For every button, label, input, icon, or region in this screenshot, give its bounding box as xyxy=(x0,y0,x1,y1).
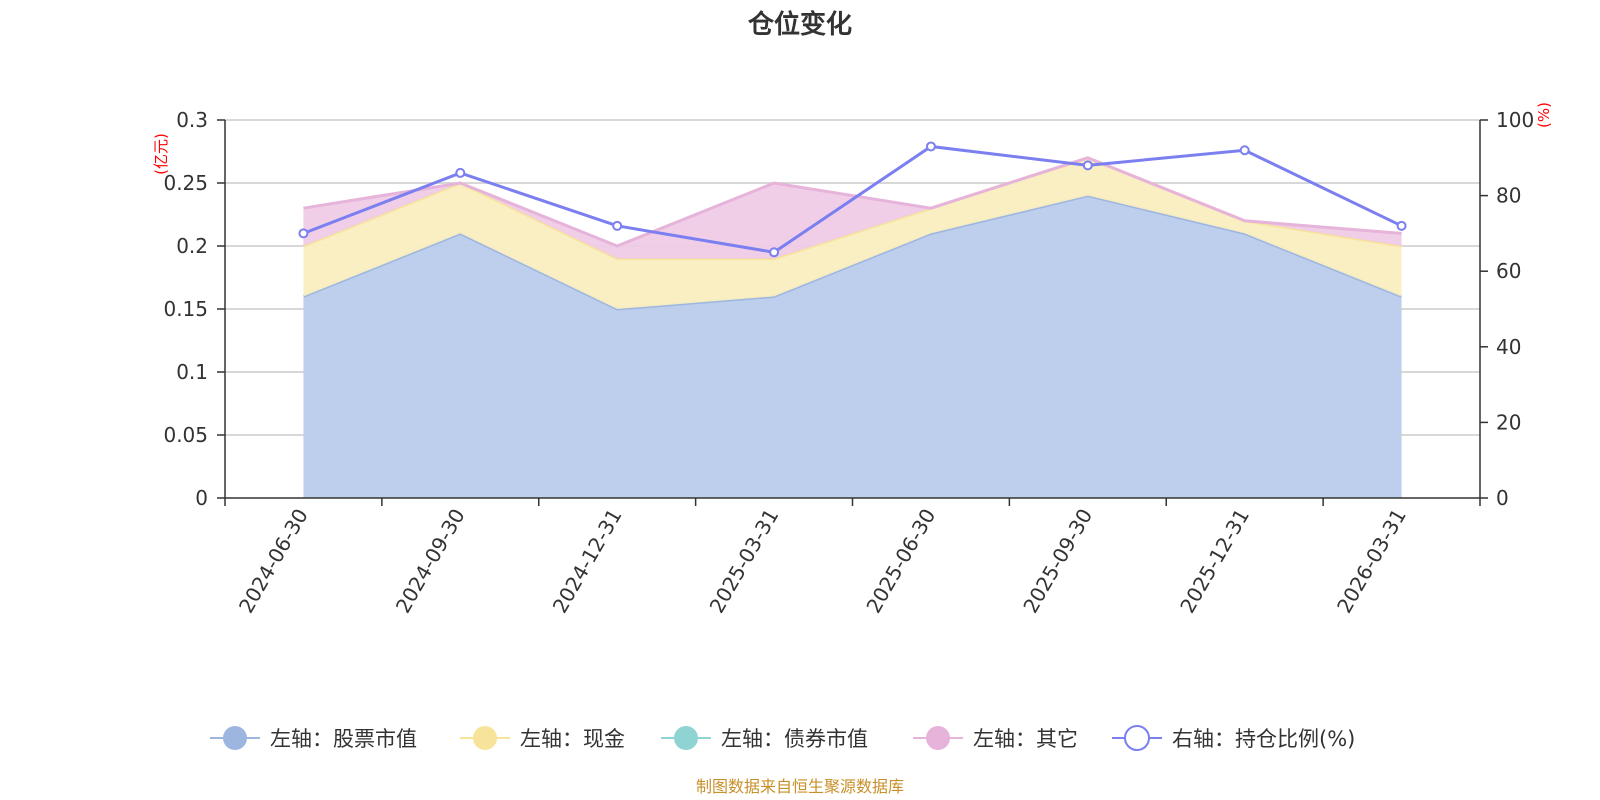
legend: 左轴：股票市值 左轴：现金 左轴：债券市值 左轴：其它 右轴：持仓比例(%) xyxy=(210,725,1355,751)
ratio-point xyxy=(455,167,466,178)
ratio-point xyxy=(769,247,780,258)
x-axis-tick-label: 2025-09-30 xyxy=(1018,505,1097,618)
area-3 xyxy=(303,157,1402,259)
legend-marker-3 xyxy=(926,726,950,750)
ratio-point xyxy=(1239,145,1250,156)
x-axis-tick-label: 2025-06-30 xyxy=(861,505,940,618)
ratio-point xyxy=(612,220,623,231)
ratio-point xyxy=(1082,160,1093,171)
right-axis-unit: (%) xyxy=(1535,102,1553,128)
x-axis-tick-label: 2024-06-30 xyxy=(234,505,313,618)
ratio-point xyxy=(1396,220,1407,231)
area-0 xyxy=(303,195,1402,498)
ratio-line-layer xyxy=(298,141,1407,258)
legend-marker-4 xyxy=(1124,725,1150,751)
legend-label-4: 右轴：持仓比例(%) xyxy=(1172,727,1355,751)
right-axis-tick-label: 40 xyxy=(1496,335,1521,359)
left-axis-tick-label: 0.1 xyxy=(176,360,208,384)
legend-marker-0 xyxy=(223,726,247,750)
chart-title: 仓位变化 xyxy=(747,9,852,40)
left-axis-unit: (亿元) xyxy=(152,133,170,175)
ratio-point xyxy=(925,141,936,152)
legend-label-2: 左轴：债券市值 xyxy=(721,727,868,751)
legend-marker-1 xyxy=(473,726,497,750)
left-axis-tick-label: 0.05 xyxy=(163,423,208,447)
left-axis-tick-label: 0.2 xyxy=(176,234,208,258)
stacked-areas xyxy=(302,156,1403,498)
left-axis-tick-label: 0 xyxy=(195,486,208,510)
ratio-line xyxy=(302,144,1403,254)
x-axis-tick-label: 2026-03-31 xyxy=(1332,505,1411,618)
x-axis-tick-label: 2025-12-31 xyxy=(1175,505,1254,618)
x-axis-tick-label: 2024-09-30 xyxy=(391,505,470,618)
x-axis-tick-label: 2024-12-31 xyxy=(548,505,627,618)
legend-label-0: 左轴：股票市值 xyxy=(270,727,417,751)
left-axis-tick-label: 0.25 xyxy=(163,171,208,195)
legend-label-1: 左轴：现金 xyxy=(520,727,625,751)
left-axis-tick-label: 0.15 xyxy=(163,297,208,321)
data-source-note: 制图数据来自恒生聚源数据库 xyxy=(696,777,904,796)
right-axis-tick-label: 60 xyxy=(1496,259,1521,283)
area-edge-3 xyxy=(303,156,1402,248)
left-axis-tick-label: 0.3 xyxy=(176,108,208,132)
x-axis-tick-label: 2025-03-31 xyxy=(704,505,783,618)
right-axis-tick-label: 80 xyxy=(1496,184,1521,208)
legend-marker-2 xyxy=(674,726,698,750)
legend-label-3: 左轴：其它 xyxy=(973,727,1078,751)
ratio-point xyxy=(298,228,309,239)
area-1 xyxy=(303,157,1402,309)
right-axis-tick-label: 20 xyxy=(1496,410,1521,434)
right-axis-tick-label: 100 xyxy=(1496,108,1534,132)
right-axis-tick-label: 0 xyxy=(1496,486,1509,510)
